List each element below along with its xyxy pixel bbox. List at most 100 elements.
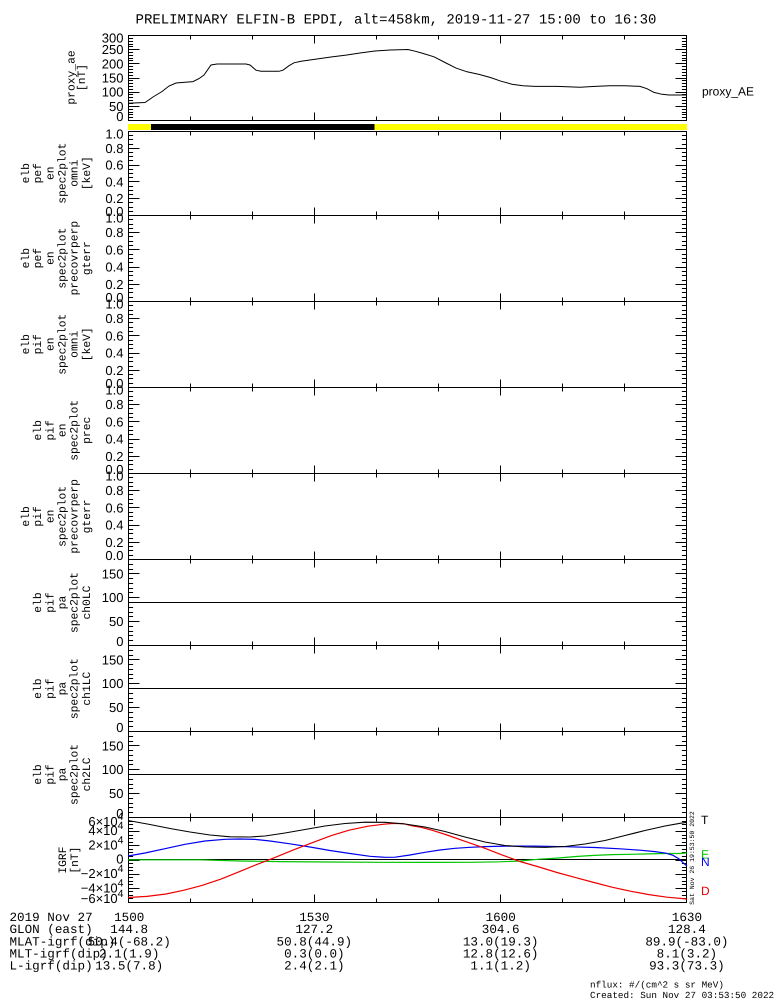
svg-text:elb: elb (32, 678, 45, 699)
svg-text:E: E (701, 848, 709, 862)
svg-text:50: 50 (109, 99, 123, 114)
svg-text:0: 0 (116, 634, 123, 649)
svg-text:0.0: 0.0 (105, 548, 123, 563)
svg-text:1.0: 1.0 (105, 469, 123, 484)
svg-text:−4×104: −4×104 (81, 877, 124, 895)
svg-text:proxy_AE: proxy_AE (702, 85, 754, 99)
svg-text:precovrperp: precovrperp (70, 221, 82, 296)
svg-text:150: 150 (102, 738, 124, 753)
svg-text:50.4(-68.2): 50.4(-68.2) (88, 935, 171, 949)
svg-text:−6×104: −6×104 (81, 888, 124, 906)
svg-text:6×104: 6×104 (88, 811, 123, 829)
svg-text:0.6: 0.6 (105, 242, 123, 257)
svg-text:elb: elb (20, 506, 33, 527)
svg-text:−2×104: −2×104 (81, 863, 124, 881)
svg-text:L-igrf(dip): L-igrf(dip) (10, 960, 93, 974)
svg-text:gterr: gterr (82, 499, 94, 533)
svg-text:13.5(7.8): 13.5(7.8) (95, 960, 163, 974)
svg-text:MLAT-igrf(dip): MLAT-igrf(dip) (10, 935, 116, 949)
svg-text:250: 250 (102, 42, 124, 57)
svg-text:pif: pif (44, 420, 57, 441)
svg-text:0: 0 (116, 852, 123, 867)
svg-text:precovrperp: precovrperp (70, 479, 82, 554)
svg-text:spec2plot: spec2plot (57, 228, 70, 289)
svg-text:D: D (701, 884, 710, 898)
svg-text:93.3(73.3): 93.3(73.3) (649, 960, 725, 974)
svg-text:GLON (east): GLON (east) (10, 923, 93, 937)
svg-text:50: 50 (109, 614, 123, 629)
svg-text:1.0: 1.0 (105, 127, 123, 142)
svg-text:0.4: 0.4 (105, 174, 123, 189)
svg-text:4×104: 4×104 (88, 820, 123, 838)
svg-text:0.4: 0.4 (105, 260, 123, 275)
svg-text:[keV]: [keV] (81, 327, 94, 361)
svg-text:0.8: 0.8 (105, 397, 123, 412)
svg-text:elb: elb (20, 248, 33, 269)
svg-text:pif: pif (32, 334, 45, 355)
svg-text:pa: pa (58, 682, 70, 696)
svg-text:150: 150 (102, 566, 124, 581)
svg-text:0.0: 0.0 (105, 462, 123, 477)
svg-text:50.8(44.9): 50.8(44.9) (277, 935, 353, 949)
svg-text:elb: elb (32, 420, 45, 441)
svg-text:1.0: 1.0 (105, 297, 123, 312)
svg-text:ch0LC: ch0LC (81, 585, 94, 619)
svg-text:0.6: 0.6 (105, 414, 123, 429)
svg-text:spec2plot: spec2plot (69, 658, 82, 719)
svg-text:Created: Sun Nov 27 03:53:50 2: Created: Sun Nov 27 03:53:50 2022 (590, 990, 774, 1000)
svg-text:13.0(19.3): 13.0(19.3) (463, 935, 539, 949)
svg-text:0.2: 0.2 (105, 535, 123, 550)
svg-text:0.2: 0.2 (105, 191, 123, 206)
svg-text:0.8: 0.8 (105, 141, 123, 156)
svg-text:pef: pef (32, 248, 45, 269)
svg-text:gterr: gterr (82, 241, 94, 275)
svg-text:proxy_ae: proxy_ae (66, 50, 78, 104)
svg-text:100: 100 (102, 762, 124, 777)
svg-text:0.0: 0.0 (105, 376, 123, 391)
svg-text:100: 100 (102, 590, 124, 605)
svg-text:1630: 1630 (672, 911, 702, 925)
svg-text:[nT]: [nT] (76, 64, 89, 91)
svg-text:pif: pif (44, 592, 57, 613)
svg-text:pif: pif (44, 764, 57, 785)
svg-text:en: en (45, 337, 57, 351)
svg-text:spec2plot: spec2plot (57, 143, 70, 204)
svg-text:spec2plot: spec2plot (57, 486, 70, 547)
svg-text:spec2plot: spec2plot (69, 744, 82, 805)
svg-text:150: 150 (102, 71, 124, 86)
svg-text:nflux: #/(cm^2 s sr MeV): nflux: #/(cm^2 s sr MeV) (590, 979, 724, 990)
svg-text:100: 100 (102, 676, 124, 691)
svg-text:0.8: 0.8 (105, 483, 123, 498)
svg-text:200: 200 (102, 56, 124, 71)
svg-text:2×104: 2×104 (88, 834, 123, 852)
svg-text:elb: elb (32, 592, 45, 613)
svg-text:[nT]: [nT] (69, 847, 82, 874)
svg-text:pif: pif (32, 506, 45, 527)
svg-text:0: 0 (116, 806, 123, 821)
svg-text:T: T (701, 813, 709, 827)
svg-text:0.2: 0.2 (105, 277, 123, 292)
svg-text:1500: 1500 (114, 911, 144, 925)
svg-text:128.4: 128.4 (668, 923, 706, 937)
svg-text:0.0: 0.0 (105, 204, 123, 219)
svg-text:omni: omni (69, 159, 82, 186)
svg-text:2019 Nov 27: 2019 Nov 27 (10, 911, 93, 925)
svg-text:pef: pef (32, 163, 45, 184)
svg-text:pa: pa (58, 596, 70, 610)
svg-text:150: 150 (102, 652, 124, 667)
svg-text:300: 300 (102, 31, 124, 46)
svg-text:[keV]: [keV] (81, 156, 94, 190)
svg-text:50: 50 (109, 786, 123, 801)
svg-text:spec2plot: spec2plot (69, 400, 82, 461)
svg-text:1.1(1.2): 1.1(1.2) (470, 960, 530, 974)
svg-text:pif: pif (44, 678, 57, 699)
svg-text:2.1(1.9): 2.1(1.9) (99, 947, 159, 961)
svg-text:8.1(3.2): 8.1(3.2) (657, 947, 717, 961)
svg-text:0.6: 0.6 (105, 158, 123, 173)
svg-text:ch2LC: ch2LC (81, 757, 94, 791)
svg-text:elb: elb (32, 764, 45, 785)
svg-text:0.2: 0.2 (105, 449, 123, 464)
svg-text:Sat Nov 26 19:53:50 2022: Sat Nov 26 19:53:50 2022 (689, 811, 696, 905)
svg-text:omni: omni (69, 330, 82, 357)
svg-text:0.8: 0.8 (105, 311, 123, 326)
